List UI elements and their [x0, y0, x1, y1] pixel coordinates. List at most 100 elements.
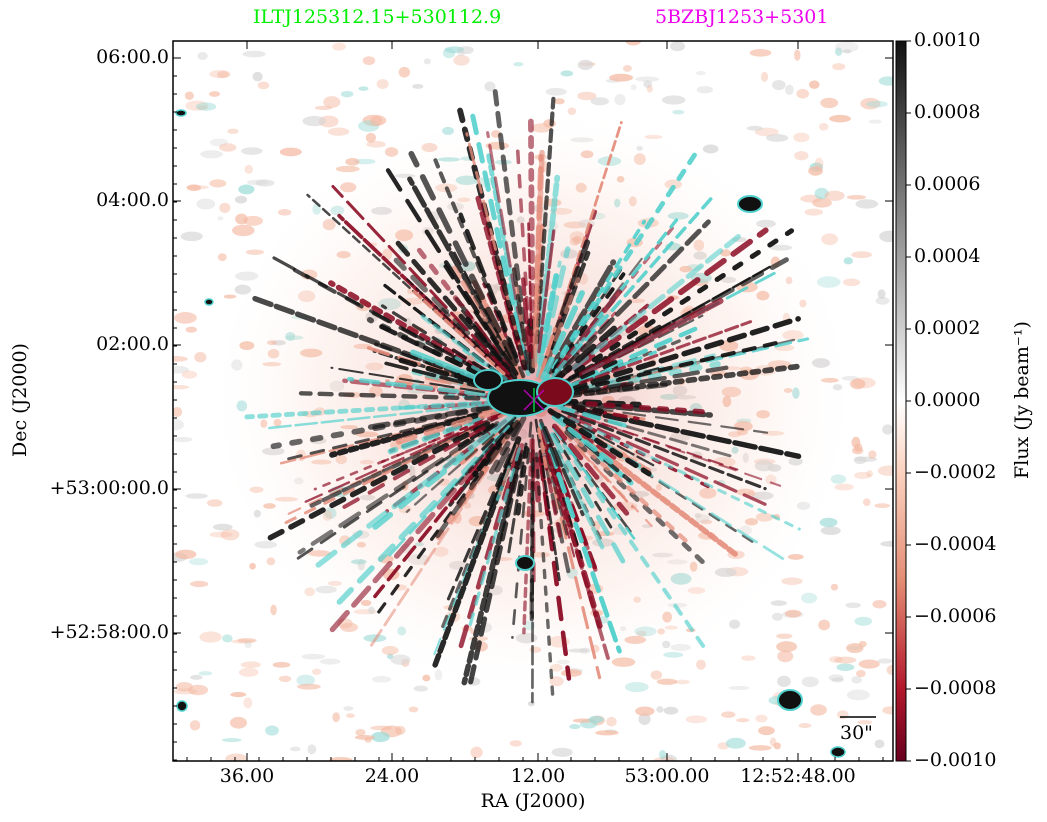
sidelobe-spoke	[558, 398, 642, 408]
sidelobe-spoke	[545, 121, 623, 359]
noise-blob	[830, 583, 839, 591]
noise-blob	[878, 76, 893, 86]
noise-blob	[470, 746, 483, 759]
noise-blob	[307, 744, 317, 755]
noise-blob	[857, 720, 873, 725]
noise-blob	[323, 96, 341, 109]
noise-blob	[630, 84, 637, 91]
noise-blob	[595, 730, 619, 736]
noise-blob	[444, 46, 465, 54]
noise-blob	[868, 450, 877, 459]
sidelobe-spoke	[391, 235, 505, 367]
sidelobe-spoke	[393, 257, 513, 379]
sidelobe-spoke	[589, 406, 769, 434]
sidelobe-spoke	[549, 432, 632, 575]
noise-blob	[219, 202, 231, 213]
noise-blob	[209, 531, 233, 538]
sidelobe-spoke	[578, 296, 727, 378]
noise-blob	[656, 706, 664, 713]
sidelobe-spoke	[387, 416, 482, 455]
noise-blob	[219, 143, 237, 152]
sidelobe-spoke	[409, 287, 506, 376]
noise-blob	[646, 85, 653, 93]
noise-blob	[246, 179, 269, 186]
noise-blob	[808, 80, 820, 89]
sidelobe-spoke	[292, 268, 499, 382]
sidelobe-spoke	[537, 229, 556, 354]
axis-ticks	[173, 41, 893, 761]
noise-blob	[453, 54, 470, 66]
noise-blob	[227, 128, 239, 134]
noise-blob	[189, 558, 209, 566]
noise-blob	[185, 326, 197, 333]
sidelobe-spoke	[534, 452, 555, 702]
noise-blob	[371, 731, 390, 743]
sidelobe-spoke	[559, 150, 699, 359]
sidelobe-spoke	[545, 219, 711, 388]
noise-blob	[209, 179, 227, 188]
noise-blob	[721, 711, 736, 718]
noise-blob	[635, 76, 660, 82]
sidelobe-spoke	[458, 212, 519, 359]
noise-blob	[173, 418, 184, 431]
noise-blob	[217, 253, 227, 262]
noise-blob	[257, 81, 270, 90]
sidelobe-spoke	[555, 424, 634, 509]
noise-blob	[297, 683, 321, 690]
noise-blob	[423, 58, 431, 65]
noise-blob	[748, 745, 772, 751]
noise-blob	[217, 216, 224, 221]
noise-blob	[238, 184, 255, 195]
noise-blob	[669, 41, 686, 52]
sidelobe-spoke	[543, 426, 585, 517]
noise-blob	[882, 424, 893, 435]
noise-blob	[821, 233, 838, 246]
noise-blob	[509, 740, 522, 747]
noise-blob	[513, 61, 524, 67]
noise-blob	[653, 756, 676, 761]
noise-blob	[622, 64, 632, 72]
noise-blob	[866, 470, 874, 478]
sidelobe-spoke	[540, 431, 576, 559]
sidelobe-spoke	[506, 442, 528, 557]
noise-blob	[343, 706, 354, 711]
sidelobe-spoke	[366, 446, 504, 652]
sky-image	[173, 41, 893, 761]
noise-blob	[638, 713, 651, 725]
noise-blob	[886, 664, 893, 676]
sidelobe-spoke	[370, 420, 519, 623]
sidelobe-spoke	[481, 416, 517, 451]
noise-blob	[551, 747, 573, 757]
sidelobe-spoke	[542, 219, 647, 384]
noise-blob	[238, 667, 259, 677]
sidelobe-spoke	[534, 96, 556, 345]
colorbar-tick-label: −0.0006	[914, 605, 997, 627]
noise-blob	[225, 753, 248, 761]
sidelobe-spoke	[573, 338, 788, 392]
plot-frame	[172, 40, 894, 762]
noise-blob	[872, 600, 887, 609]
noise-blob	[866, 100, 888, 108]
noise-blob	[728, 685, 750, 690]
noise-blob	[851, 676, 862, 684]
noise-blob	[808, 166, 823, 176]
noise-blob	[812, 198, 832, 208]
noise-blob	[278, 675, 292, 683]
sidelobe-spoke	[435, 419, 520, 538]
noise-blob	[189, 720, 201, 731]
noise-blob	[855, 199, 879, 209]
sidelobe-spoke	[545, 453, 569, 536]
noise-blob	[828, 674, 844, 682]
noise-blob	[798, 723, 812, 729]
noise-blob	[244, 164, 254, 174]
noise-blob	[173, 356, 188, 362]
sidelobe-spoke	[557, 412, 657, 468]
sidelobe-spoke	[330, 366, 486, 394]
position-marker	[523, 388, 545, 412]
noise-blob	[196, 198, 216, 210]
sidelobe-spoke	[541, 239, 591, 370]
sidelobe-spoke	[367, 404, 494, 430]
sidelobe-spoke	[546, 259, 617, 375]
ytick-label: 06:00.0	[96, 46, 169, 68]
sidelobe-spoke	[469, 110, 527, 362]
